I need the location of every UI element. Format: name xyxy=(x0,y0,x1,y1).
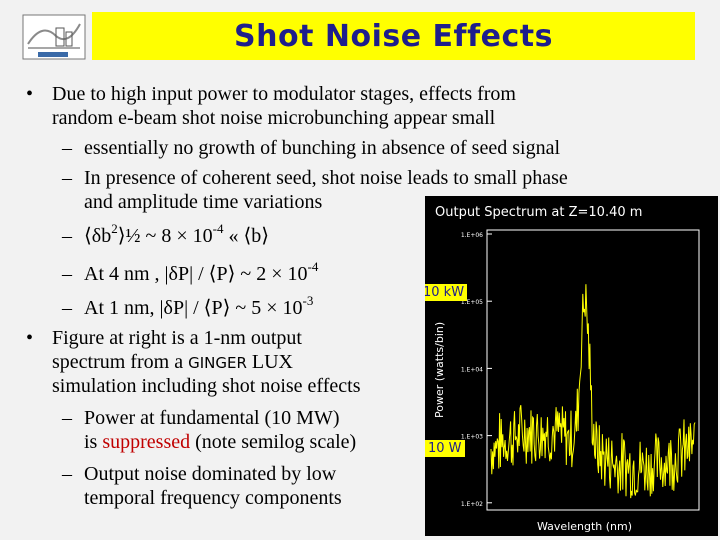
sub-6-line-1: Power at fundamental (10 MW) xyxy=(84,407,340,429)
sub-6-line-2: is suppressed (note semilog scale) xyxy=(84,431,357,453)
dash: – xyxy=(62,263,72,285)
spectrum-trace xyxy=(490,284,696,499)
slide-title: Shot Noise Effects xyxy=(234,18,553,54)
plot-frame xyxy=(486,229,700,511)
bullet-1-line-2: random e-beam shot noise microbunching a… xyxy=(52,107,496,129)
dash: – xyxy=(62,167,72,189)
dash: – xyxy=(62,463,72,485)
y-axis-label: Power (watts/bin) xyxy=(433,322,446,418)
title-banner: Shot Noise Effects xyxy=(92,12,695,60)
dash: – xyxy=(62,407,72,429)
y-tick-label: 1.E+06 xyxy=(461,232,483,239)
bullet-2-line-1: Figure at right is a 1-nm output xyxy=(52,327,302,349)
sub-2-line-1: In presence of coherent seed, shot noise… xyxy=(84,167,568,189)
bullet-2-line-2: spectrum from a GINGER LUX xyxy=(52,351,293,373)
y-tick-label: 1.E+05 xyxy=(461,299,483,306)
y-tick-label: 1.E+02 xyxy=(461,501,483,508)
spectrum-figure: Output Spectrum at Z=10.40 m Power (watt… xyxy=(425,196,718,536)
y-tick-label: 1.E+04 xyxy=(461,366,483,373)
sub-3-bunching: ⟨δb2⟩½ ~ 8 × 10-4 « ⟨b⟩ xyxy=(84,221,270,247)
sub-1: essentially no growth of bunching in abs… xyxy=(84,137,560,159)
dash: – xyxy=(62,297,72,319)
dash: – xyxy=(62,137,72,159)
bullet-dot: • xyxy=(26,327,34,349)
bullet-dot: • xyxy=(26,83,34,105)
y-ticks: 1.E+06 1.E+05 1.E+04 1.E+03 1.E+02 xyxy=(461,232,492,508)
plot-title: Output Spectrum at Z=10.40 m xyxy=(435,205,642,220)
sub-7-line-1: Output noise dominated by low xyxy=(84,463,337,485)
sub-5-at-1nm: At 1 nm, |δP| / ⟨P⟩ ~ 5 × 10-3 xyxy=(84,293,314,319)
institution-logo xyxy=(22,14,86,60)
annotation-10kw: 10 kW xyxy=(425,284,468,301)
sub-2-line-2: and amplitude time variations xyxy=(84,191,323,213)
sub-4-at-4nm: At 4 nm , |δP| / ⟨P⟩ ~ 2 × 10-4 xyxy=(84,259,319,285)
bullet-1-line-1: Due to high input power to modulator sta… xyxy=(52,83,516,105)
dash: – xyxy=(62,225,72,247)
x-axis-label: Wavelength (nm) xyxy=(537,520,632,533)
annotation-10w: 10 W xyxy=(425,440,465,457)
sub-7-line-2: temporal frequency components xyxy=(84,487,342,509)
bullet-2-line-3: simulation including shot noise effects xyxy=(52,375,361,397)
suppressed-word: suppressed xyxy=(102,431,191,453)
y-tick-label: 1.E+03 xyxy=(461,434,483,441)
